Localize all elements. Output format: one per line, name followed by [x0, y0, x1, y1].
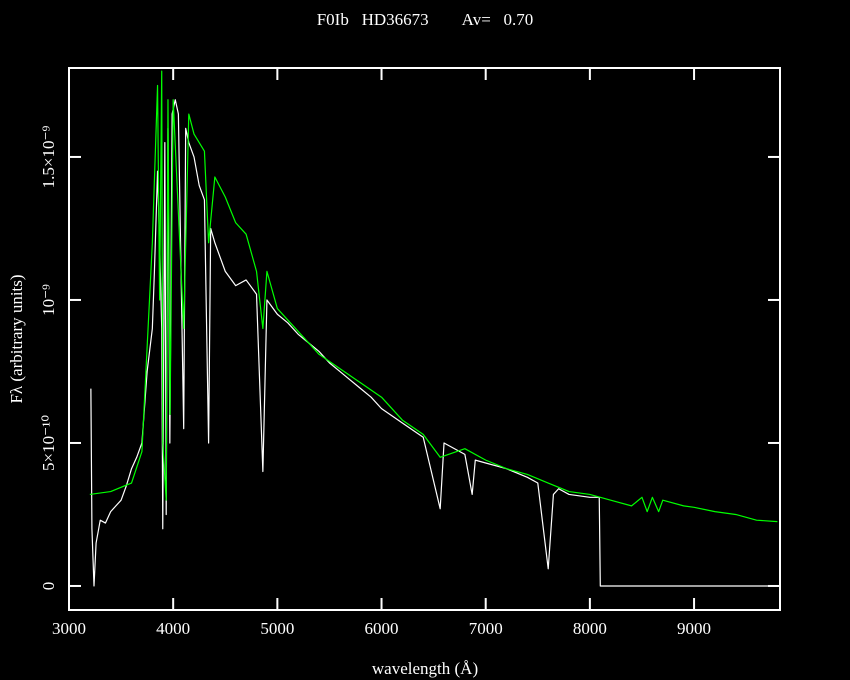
y-axis-label: Fλ (arbitrary units) — [7, 274, 26, 403]
spectrum-line — [90, 99, 780, 587]
spectrum-line — [89, 70, 778, 523]
x-tick-label: 8000 — [573, 619, 607, 638]
plot-frame — [68, 67, 781, 611]
x-tick-label: 9000 — [677, 619, 711, 638]
y-tick-label: 5×10⁻¹⁰ — [39, 415, 58, 471]
x-tick-label: 5000 — [260, 619, 294, 638]
y-tick-label: 1.5×10⁻⁹ — [39, 126, 58, 189]
y-tick-label: 10⁻⁹ — [39, 284, 58, 316]
x-axis-label: wavelength (Å) — [372, 659, 478, 678]
x-tick-label: 6000 — [365, 619, 399, 638]
x-tick-label: 4000 — [156, 619, 190, 638]
x-tick-label: 3000 — [52, 619, 86, 638]
chart-title: F0Ib HD36673 Av= 0.70 — [317, 10, 534, 29]
y-tick-label: 0 — [39, 582, 58, 591]
x-tick-label: 7000 — [469, 619, 503, 638]
